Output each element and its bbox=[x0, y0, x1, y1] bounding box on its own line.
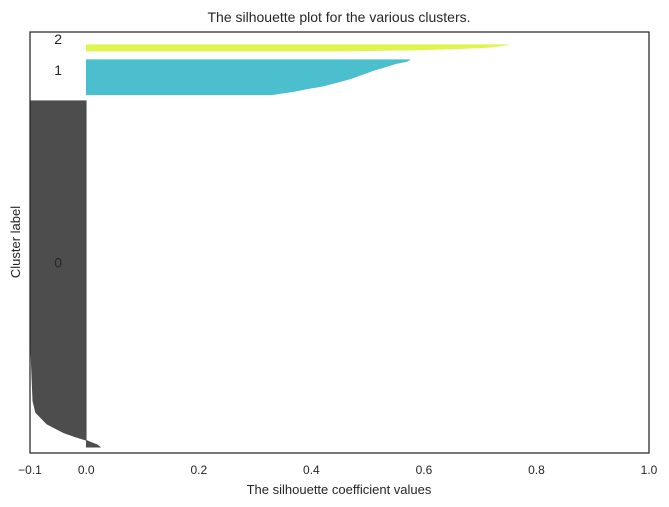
cluster-1-silhouette bbox=[85, 59, 411, 96]
cluster-0-silhouette bbox=[29, 100, 102, 448]
cluster-2-silhouette bbox=[85, 44, 509, 52]
x-tick-label: 0.0 bbox=[78, 463, 95, 477]
y-axis-label: Cluster label bbox=[8, 206, 23, 278]
x-tick-label: 1.0 bbox=[641, 463, 658, 477]
x-tick-label: 0.4 bbox=[303, 463, 320, 477]
cluster-label-2: 2 bbox=[54, 31, 62, 47]
x-tick-label: −0.1 bbox=[18, 463, 42, 477]
chart-title: The silhouette plot for the various clus… bbox=[207, 9, 470, 25]
x-tick-label: 0.8 bbox=[528, 463, 545, 477]
plot-frame bbox=[29, 31, 650, 454]
x-axis-label: The silhouette coefficient values bbox=[247, 482, 432, 497]
x-axis-ticks: −0.1 0.0 0.2 0.4 0.6 0.8 1.0 bbox=[18, 463, 658, 477]
x-tick-label: 0.2 bbox=[190, 463, 207, 477]
cluster-label-1: 1 bbox=[54, 62, 62, 78]
x-tick-label: 0.6 bbox=[416, 463, 433, 477]
plot-area: 0 1 2 bbox=[29, 31, 509, 448]
cluster-label-0: 0 bbox=[54, 255, 62, 271]
